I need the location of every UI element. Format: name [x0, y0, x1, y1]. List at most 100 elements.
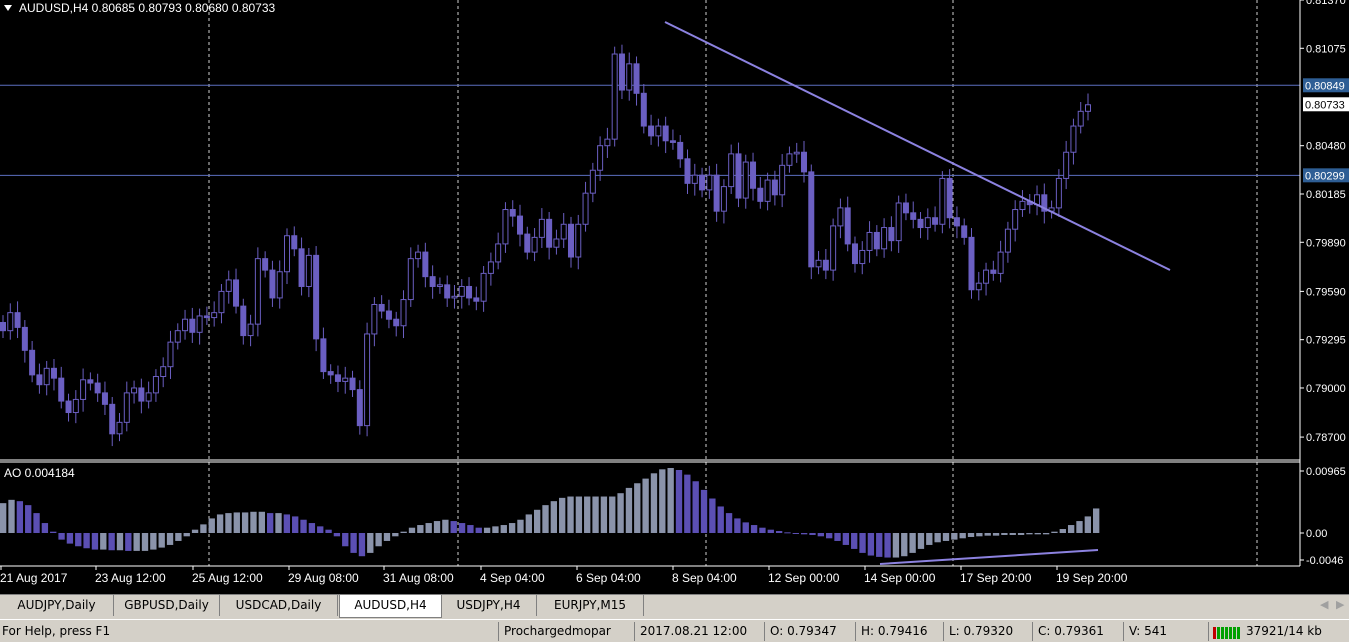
tab-usdjpy-h4[interactable]: USDJPY,H4 — [441, 595, 537, 616]
ao-bar — [575, 496, 583, 533]
candle-body — [72, 398, 79, 414]
candle-body — [313, 254, 320, 340]
ao-tick-label: 0.00965 — [1306, 466, 1346, 478]
candle-body — [851, 243, 858, 265]
tabs-scroll-right-icon[interactable]: ▶ — [1336, 598, 1345, 611]
ao-bar — [1017, 533, 1025, 535]
candle-body — [793, 151, 800, 155]
ao-bar — [467, 525, 474, 533]
candle-body — [50, 367, 57, 379]
candle-body — [109, 403, 116, 435]
candle-body — [837, 207, 844, 227]
ao-bar — [692, 481, 699, 533]
ao-bar — [550, 501, 558, 533]
time-tick-label: 6 Sep 04:00 — [576, 571, 641, 585]
tab-gbpusd-daily[interactable]: GBPUSD,Daily — [114, 595, 220, 616]
price-tick-label: 0.78700 — [1306, 432, 1346, 444]
hline-price-tag — [1303, 168, 1349, 183]
ao-bar — [784, 532, 791, 534]
candle-body — [320, 338, 327, 373]
tab-usdcad-daily[interactable]: USDCAD,Daily — [220, 595, 338, 616]
ao-bar — [567, 496, 574, 533]
candle-body — [364, 333, 371, 427]
candle-body — [283, 235, 290, 273]
price-tick-label: 0.79890 — [1306, 237, 1346, 249]
status-profile[interactable]: Prochargedmopar — [498, 622, 611, 641]
ao-bar — [1026, 533, 1033, 535]
trendline-ao[interactable] — [879, 549, 1099, 565]
ao-bar — [158, 533, 165, 548]
time-tick-label: 19 Sep 20:00 — [1056, 571, 1128, 585]
ao-bar — [233, 512, 240, 533]
ao-bar — [58, 533, 65, 540]
candle-body — [385, 310, 392, 320]
candle-body — [888, 227, 895, 242]
candle-body — [677, 141, 684, 160]
candle-body — [626, 63, 633, 91]
ao-bar — [559, 497, 566, 533]
trendline-main[interactable] — [664, 21, 1171, 271]
tabs-scroll-left-icon[interactable]: ◀ — [1320, 598, 1329, 611]
chart-menu-triangle-icon[interactable] — [4, 5, 12, 11]
candle-body — [844, 207, 851, 245]
candle-body — [735, 153, 742, 199]
ao-bar — [325, 529, 332, 533]
ao-bar — [166, 533, 174, 545]
candle-body — [779, 164, 786, 196]
candle-body — [116, 421, 123, 435]
candle-body — [815, 259, 822, 268]
traffic-bars-icon — [1213, 627, 1240, 639]
candle-body — [436, 284, 443, 287]
ao-bar — [934, 533, 941, 543]
ao-bar — [41, 523, 49, 533]
ao-bar — [750, 525, 758, 533]
candle-body — [546, 218, 553, 248]
candle-body — [939, 177, 946, 225]
candle-body — [80, 379, 87, 400]
candle-body — [997, 251, 1004, 274]
candle-body — [720, 186, 727, 212]
candle-body — [7, 312, 14, 332]
candle-body — [706, 174, 713, 191]
ao-bar — [1093, 508, 1100, 533]
ao-bar — [133, 533, 140, 551]
candle-body — [1041, 194, 1048, 212]
tab-eurjpy-m15[interactable]: EURJPY,M15 — [537, 595, 644, 616]
ao-bar — [108, 533, 115, 551]
candle-body — [451, 295, 458, 299]
ao-bar — [775, 531, 783, 533]
ao-bar — [358, 533, 366, 557]
candle-body — [1004, 228, 1011, 253]
candle-body — [378, 303, 385, 312]
status-high: H: 0.79416 — [855, 622, 928, 641]
time-tick-label: 4 Sep 04:00 — [480, 571, 545, 585]
candle-body — [553, 238, 560, 248]
ao-bar — [909, 533, 916, 553]
ao-bar — [809, 533, 816, 535]
ao-bar — [767, 529, 774, 533]
ao-bar — [992, 533, 1000, 536]
candle-body — [764, 179, 771, 202]
candle-body — [334, 374, 341, 382]
chart-tabs-bar: AUDJPY,Daily GBPUSD,Daily USDCAD,Daily A… — [0, 594, 1349, 619]
candle-body — [582, 192, 589, 225]
tab-audjpy-daily[interactable]: AUDJPY,Daily — [0, 595, 114, 616]
ao-tick-label: 0.00 — [1306, 528, 1327, 540]
candle-body — [750, 161, 757, 189]
ao-bar — [342, 533, 349, 547]
ao-bar — [275, 513, 282, 533]
tab-audusd-h4[interactable]: AUDUSD,H4 — [339, 595, 442, 618]
candle-body — [1085, 104, 1091, 112]
candle-body — [458, 285, 465, 297]
horizontal-levels[interactable]: 0.80849 0.80299 — [0, 78, 1349, 183]
candle-body — [1070, 125, 1077, 153]
ao-axis: 0.00965 0.00 -0.0046 — [1300, 466, 1346, 567]
ao-bar — [458, 523, 466, 533]
candle-body — [393, 318, 400, 327]
ao-bar — [684, 474, 691, 533]
candle-body — [538, 218, 545, 238]
candle-body — [247, 323, 254, 337]
ao-bar — [183, 533, 190, 537]
candle-body — [975, 282, 982, 291]
